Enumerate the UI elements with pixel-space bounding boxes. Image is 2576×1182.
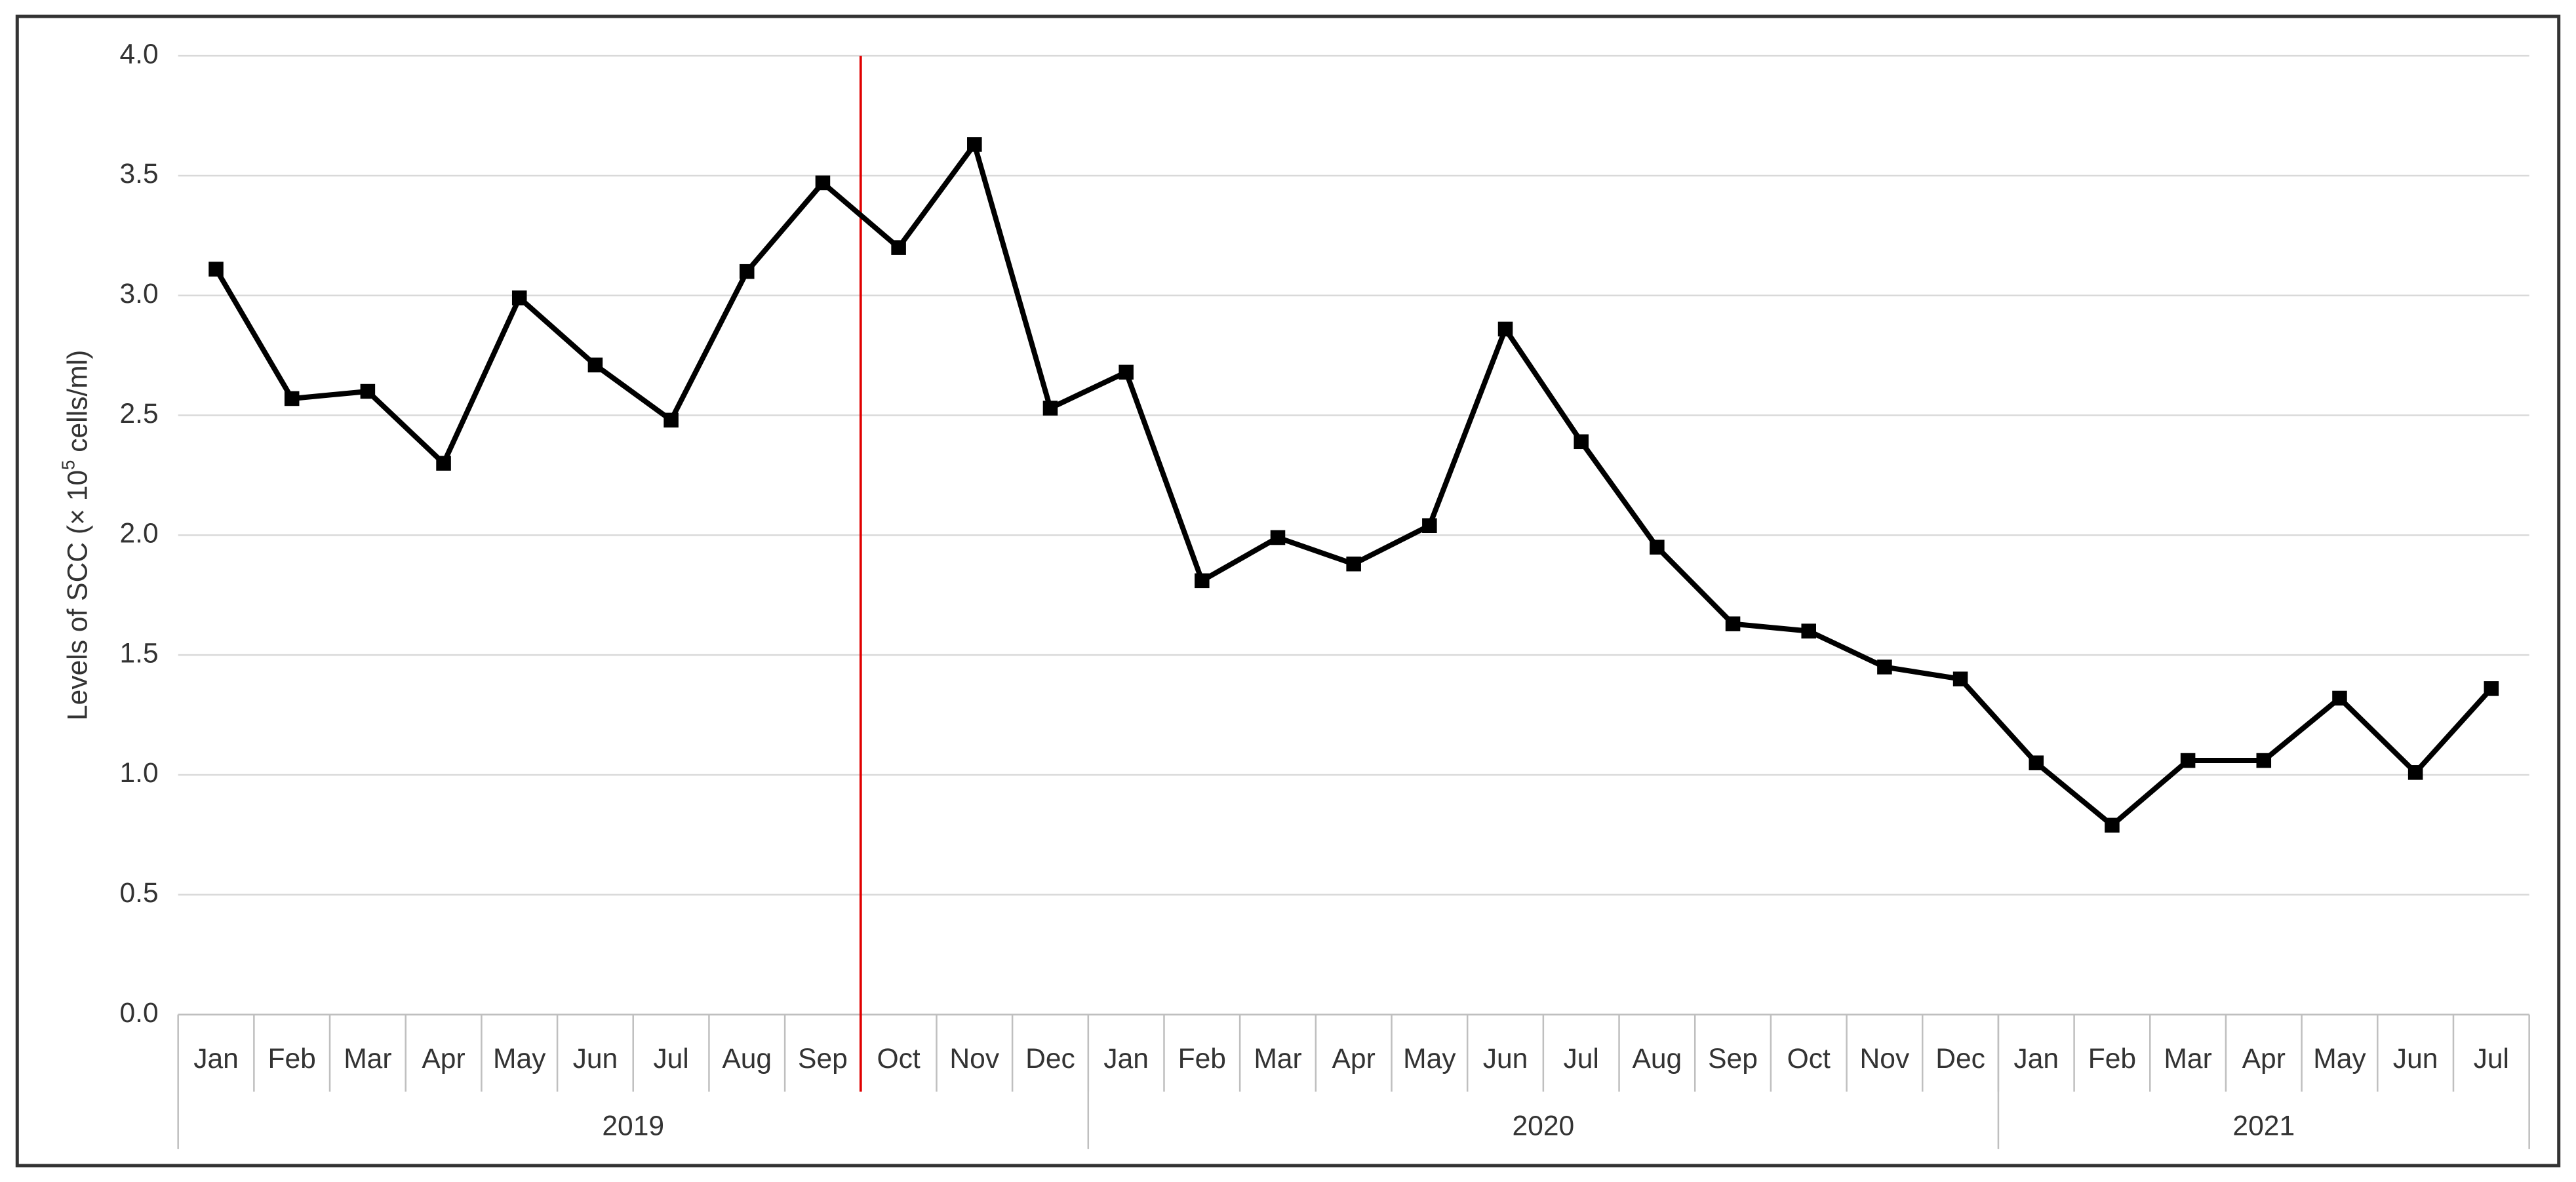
y-tick-label: 0.0: [119, 997, 158, 1029]
y-label-text: Levels of SCC (× 10: [62, 470, 94, 720]
data-point: [1497, 321, 1513, 337]
x-tick-label: Mar: [344, 1043, 391, 1074]
data-point: [1422, 518, 1437, 534]
y-tick-label: 1.5: [119, 637, 158, 669]
group-label: 2020: [1513, 1111, 1575, 1142]
x-tick-label: Jun: [1483, 1043, 1528, 1074]
frame: [15, 14, 2561, 1168]
data-point: [1650, 540, 1665, 555]
data-point: [1725, 616, 1741, 631]
y-tick-label: 2.5: [119, 398, 158, 429]
data-point: [436, 456, 451, 471]
data-point: [360, 384, 376, 399]
x-tick-label: Feb: [268, 1043, 316, 1074]
data-point: [1042, 401, 1058, 416]
data-point: [1119, 364, 1134, 380]
x-tick-label: Apr: [1332, 1043, 1376, 1074]
data-point: [2029, 755, 2044, 770]
x-tick-label: May: [493, 1043, 546, 1074]
x-tick-label: Aug: [722, 1043, 772, 1074]
y-tick-label: 3.0: [119, 278, 158, 309]
y-tick-label: 2.0: [119, 518, 158, 549]
y-tick-label: 3.5: [119, 158, 158, 189]
y-tick-label: 4.0: [119, 38, 158, 69]
data-point: [2180, 753, 2196, 768]
data-point: [664, 412, 679, 428]
x-tick-label: Dec: [1025, 1043, 1075, 1074]
x-tick-label: Jan: [193, 1043, 239, 1074]
x-tick-label: Jan: [2013, 1043, 2059, 1074]
y-tick-label: 1.0: [119, 757, 158, 789]
x-tick-label: Dec: [1935, 1043, 1985, 1074]
y-label-suffix: cells/ml): [62, 350, 94, 460]
data-point: [1270, 530, 1286, 545]
data-point: [1195, 573, 1210, 589]
x-tick-label: Jun: [573, 1043, 618, 1074]
x-tick-label: Sep: [1708, 1043, 1758, 1074]
x-tick-label: May: [1403, 1043, 1456, 1074]
data-point: [1952, 671, 1968, 686]
x-tick-label: Jul: [653, 1043, 688, 1074]
group-label: 2019: [602, 1111, 664, 1142]
x-tick-label: Mar: [2164, 1043, 2211, 1074]
x-tick-label: Jan: [1103, 1043, 1149, 1074]
data-point: [2484, 681, 2499, 696]
x-tick-label: Jun: [2393, 1043, 2438, 1074]
x-tick-label: Jul: [2474, 1043, 2509, 1074]
x-tick-label: Feb: [1178, 1043, 1226, 1074]
x-tick-label: Mar: [1254, 1043, 1301, 1074]
data-point: [815, 175, 831, 191]
data-point: [2332, 690, 2347, 706]
y-tick-label: 0.5: [119, 877, 158, 909]
x-tick-label: Oct: [1787, 1043, 1831, 1074]
x-tick-label: Sep: [798, 1043, 848, 1074]
x-tick-label: Feb: [2088, 1043, 2136, 1074]
data-point: [1574, 434, 1589, 450]
x-tick-label: Aug: [1633, 1043, 1682, 1074]
data-point: [1346, 556, 1361, 572]
data-point: [1801, 623, 1816, 639]
x-tick-label: Apr: [2242, 1043, 2286, 1074]
data-point: [2408, 765, 2423, 780]
x-tick-label: Nov: [949, 1043, 999, 1074]
data-point: [2105, 818, 2120, 833]
x-tick-label: Nov: [1860, 1043, 1910, 1074]
data-point: [208, 262, 224, 277]
data-point: [891, 240, 906, 255]
x-tick-label: Oct: [877, 1043, 920, 1074]
data-point: [739, 264, 755, 279]
y-axis-label: Levels of SCC (× 105 cells/ml): [58, 350, 94, 720]
x-tick-label: May: [2313, 1043, 2366, 1074]
data-point: [967, 137, 982, 152]
data-point: [511, 290, 527, 305]
data-point: [284, 391, 300, 406]
x-tick-label: Apr: [422, 1043, 465, 1074]
data-point: [587, 357, 603, 373]
y-label-sup: 5: [58, 460, 79, 470]
x-tick-label: Jul: [1563, 1043, 1598, 1074]
data-point: [2256, 753, 2272, 768]
group-label: 2021: [2232, 1111, 2295, 1142]
data-point: [1877, 660, 1892, 675]
